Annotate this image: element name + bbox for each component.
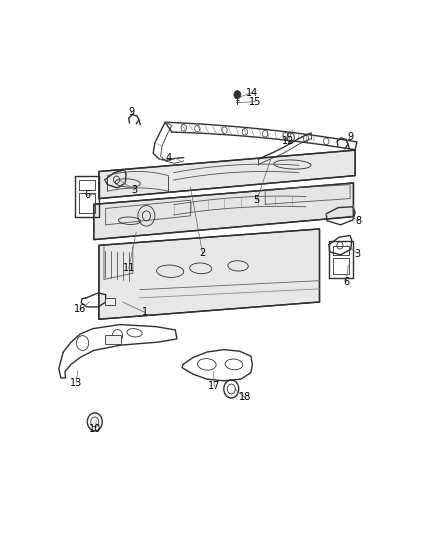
Text: 15: 15: [249, 96, 261, 107]
Text: 12: 12: [282, 136, 294, 146]
Text: 16: 16: [74, 304, 86, 314]
Text: 4: 4: [166, 154, 172, 163]
Text: 13: 13: [70, 378, 82, 388]
Text: 9: 9: [347, 132, 353, 142]
Text: 11: 11: [123, 263, 135, 273]
Text: 6: 6: [84, 190, 90, 200]
Bar: [105, 335, 121, 344]
Text: 14: 14: [246, 88, 258, 98]
Text: 8: 8: [356, 216, 362, 226]
Text: 10: 10: [89, 424, 102, 434]
Text: 18: 18: [239, 392, 251, 402]
Circle shape: [234, 91, 241, 99]
Text: 3: 3: [354, 248, 360, 259]
Text: 17: 17: [208, 381, 220, 391]
Text: 5: 5: [254, 195, 260, 205]
Text: 1: 1: [141, 307, 148, 317]
Text: 2: 2: [199, 248, 205, 258]
Text: 3: 3: [131, 185, 138, 195]
Polygon shape: [94, 183, 353, 240]
Bar: [105, 298, 115, 305]
Text: 9: 9: [128, 107, 134, 117]
Text: 6: 6: [343, 277, 349, 287]
Polygon shape: [99, 150, 355, 199]
Polygon shape: [99, 229, 320, 319]
